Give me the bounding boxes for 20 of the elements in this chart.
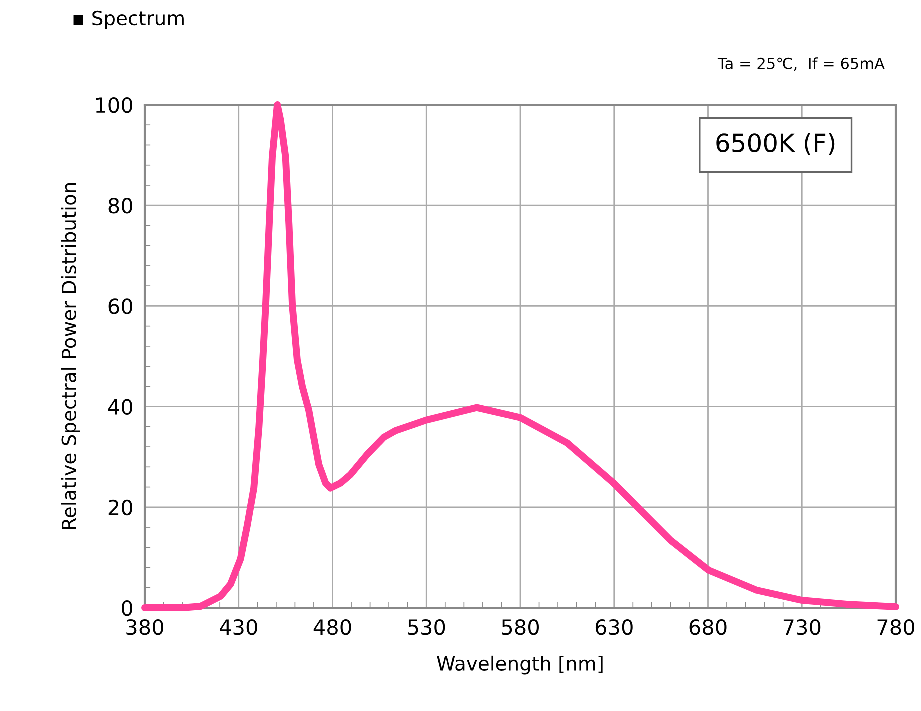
y-tick-label: 100	[96, 97, 133, 114]
x-tick-label: 380	[126, 619, 164, 636]
chart-title: ▪ Spectrum	[74, 10, 184, 30]
y-tick-label: 20	[108, 500, 133, 516]
x-tick-label: 780	[878, 619, 914, 636]
annotation: 6500K (F)	[716, 133, 835, 156]
y-tick-label: 80	[108, 198, 133, 214]
x-tick-label: 730	[784, 619, 821, 636]
x-tick-label: 480	[314, 619, 352, 636]
y-axis-title: Relative Spectral Power Distribution	[61, 183, 80, 530]
x-tick-label: 630	[596, 619, 633, 636]
y-tick-label: 40	[108, 399, 133, 416]
x-tick-label: 530	[408, 619, 446, 636]
chart-subtitle: Ta = 25℃, If = 65mA	[718, 58, 885, 71]
x-tick-label: 430	[220, 619, 258, 636]
x-tick-label: 680	[690, 619, 727, 636]
y-tick-label: 0	[122, 600, 133, 616]
x-tick-label: 580	[502, 619, 539, 636]
x-axis-title: Wavelength [nm]	[437, 656, 603, 675]
y-tick-label: 60	[108, 298, 133, 314]
